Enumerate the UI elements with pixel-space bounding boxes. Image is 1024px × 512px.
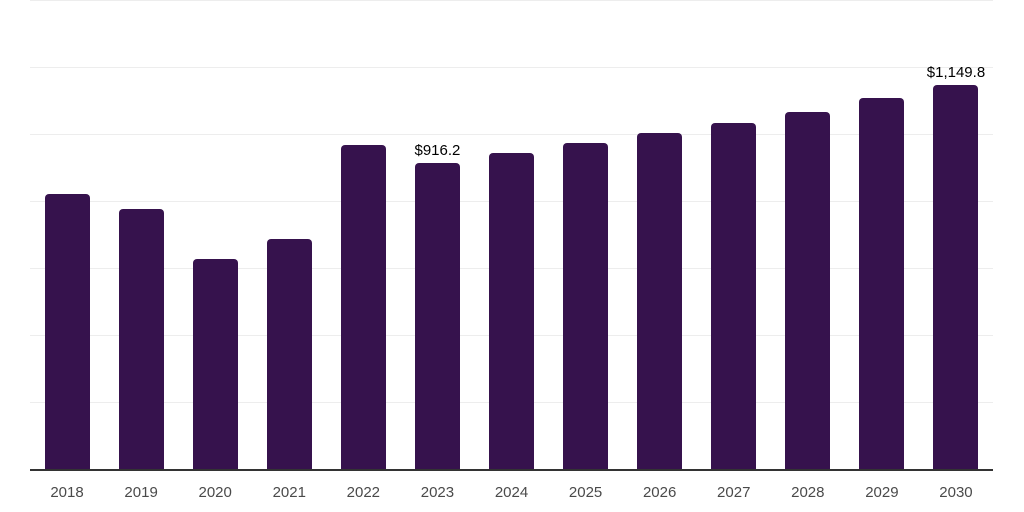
bar-2030: $1,149.8 <box>927 65 985 470</box>
plot-area: $916.2 $1,149.8 <box>30 0 993 471</box>
x-tick-label-2023: 2023 <box>420 484 455 501</box>
bar-slot-2024 <box>474 1 548 470</box>
bar-slot-2030: $1,149.8 <box>919 1 993 470</box>
bar-2021 <box>266 238 312 470</box>
bar-2026 <box>637 133 683 470</box>
gridline-1200 <box>30 67 993 68</box>
bar-slot-2026 <box>623 1 697 470</box>
x-tick-label-2026: 2026 <box>642 484 677 501</box>
x-tick-label-2025: 2025 <box>568 484 603 501</box>
bar-slot-2025 <box>549 1 623 470</box>
bar-2023: $916.2 <box>414 143 460 470</box>
x-tick-label-2029: 2029 <box>865 484 899 501</box>
bar-slot-2029 <box>845 1 919 470</box>
gridline-1400 <box>30 0 993 1</box>
bar-slot-2019 <box>104 1 178 470</box>
x-axis-line <box>30 469 993 471</box>
bar-series: $916.2 $1,149.8 <box>30 1 993 470</box>
bar-2025 <box>563 143 609 470</box>
bar-slot-2018 <box>30 1 104 470</box>
bar-slot-2023: $916.2 <box>400 1 474 470</box>
bar-2020 <box>192 258 238 470</box>
x-tick-label-2030: 2030 <box>939 484 973 501</box>
bar-2027 <box>711 122 757 470</box>
bar-2029 <box>859 98 905 470</box>
bar-2019 <box>118 209 164 470</box>
bar-value-label-2030: $1,149.8 <box>926 63 986 81</box>
bar-slot-2027 <box>697 1 771 470</box>
bar-slot-2028 <box>771 1 845 470</box>
bar-slot-2021 <box>252 1 326 470</box>
x-tick-label-2019: 2019 <box>124 484 158 501</box>
bar-2028 <box>785 111 831 470</box>
gridline-1000 <box>30 134 993 135</box>
bar-value-label-2023: $916.2 <box>414 142 461 160</box>
x-axis-labels: 2018 2019 2020 2021 2022 2023 2024 2025 2026 2027… <box>30 482 993 504</box>
x-tick-label-2024: 2024 <box>494 484 529 501</box>
x-tick-label-2020: 2020 <box>198 484 232 501</box>
bar-slot-2022 <box>326 1 400 470</box>
x-tick-label-2018: 2018 <box>50 484 84 501</box>
x-tick-label-2027: 2027 <box>717 484 751 501</box>
bar-slot-2020 <box>178 1 252 470</box>
bar-2018 <box>44 193 90 470</box>
x-tick-label-2028: 2028 <box>791 484 825 501</box>
bar-2022 <box>340 144 386 470</box>
bar-2024 <box>489 153 534 470</box>
x-tick-label-2021: 2021 <box>272 484 306 501</box>
x-tick-label-2022: 2022 <box>346 484 381 501</box>
